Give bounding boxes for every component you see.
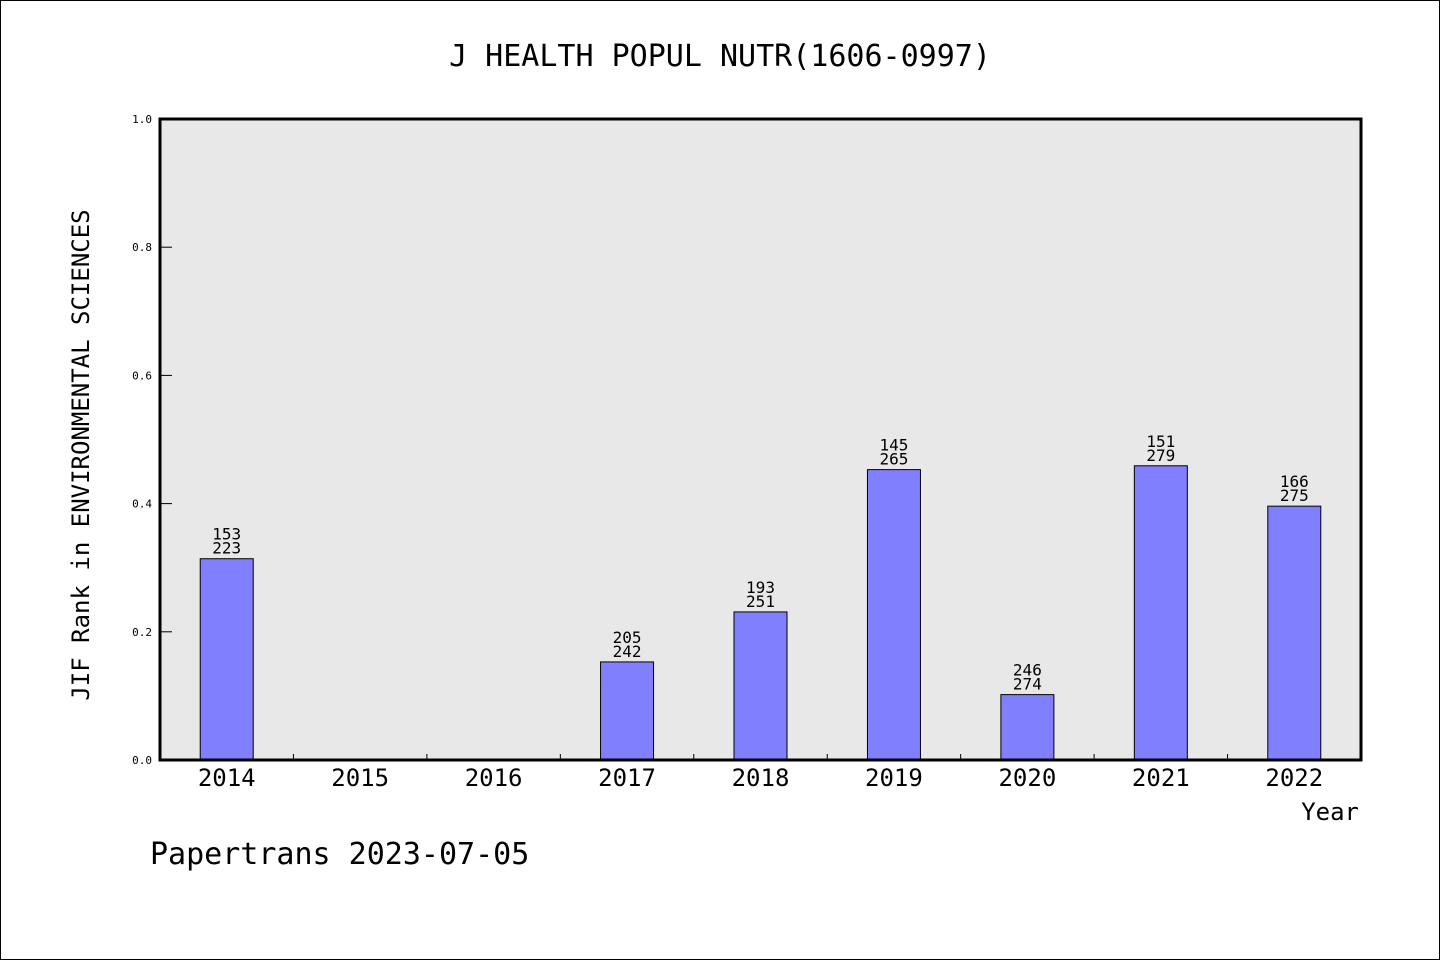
x-tick-label: 2020 bbox=[998, 764, 1056, 792]
x-tick-label: 2014 bbox=[198, 764, 256, 792]
data-label-total: 265 bbox=[879, 450, 908, 469]
y-axis-label: JIF Rank in ENVIRONMENTAL SCIENCES bbox=[67, 209, 95, 700]
x-tick-label: 2021 bbox=[1132, 764, 1190, 792]
data-label-total: 223 bbox=[212, 539, 241, 558]
x-tick-label: 2015 bbox=[331, 764, 389, 792]
bar-2018 bbox=[733, 611, 788, 761]
y-tick-label: 0.0 bbox=[132, 754, 152, 767]
y-tick-label: 0.6 bbox=[132, 369, 152, 382]
chart-title: J HEALTH POPUL NUTR(1606-0997) bbox=[449, 39, 991, 74]
x-tick-label: 2018 bbox=[732, 764, 790, 792]
data-label-rank: 145 bbox=[879, 436, 908, 455]
plot-border bbox=[158, 117, 1363, 762]
bars-layer bbox=[199, 465, 1322, 761]
data-label-total: 275 bbox=[1280, 486, 1309, 505]
bar-2019 bbox=[866, 469, 921, 761]
data-label-rank: 153 bbox=[212, 525, 241, 544]
bar-2014 bbox=[199, 558, 254, 761]
y-tick-label: 0.8 bbox=[132, 241, 152, 254]
x-tick-label: 2019 bbox=[865, 764, 923, 792]
x-tick-label: 2022 bbox=[1265, 764, 1323, 792]
data-label-total: 242 bbox=[613, 642, 642, 661]
bar-2022 bbox=[1267, 505, 1322, 761]
bar-2017 bbox=[600, 661, 655, 761]
bar-2021 bbox=[1133, 465, 1188, 761]
data-label-rank: 205 bbox=[613, 628, 642, 647]
data-label-rank: 246 bbox=[1013, 661, 1042, 680]
x-tick-label: 2016 bbox=[465, 764, 523, 792]
data-label-total: 251 bbox=[746, 592, 775, 611]
data-label-rank: 193 bbox=[746, 578, 775, 597]
x-axis-label: Year bbox=[1301, 798, 1359, 826]
x-tick-label: 2017 bbox=[598, 764, 656, 792]
bar-2020 bbox=[1000, 694, 1055, 761]
y-tick-label: 1.0 bbox=[132, 113, 152, 126]
data-label-rank: 151 bbox=[1146, 432, 1175, 451]
footer-stamp: Papertrans 2023-07-05 bbox=[150, 837, 529, 872]
data-label-total: 274 bbox=[1013, 675, 1042, 694]
data-label-total: 279 bbox=[1146, 446, 1175, 465]
y-tick-label: 0.4 bbox=[132, 498, 152, 511]
y-tick-label: 0.2 bbox=[132, 626, 152, 639]
data-label-rank: 166 bbox=[1280, 472, 1309, 491]
x-axis: 2014 2015 2016 2017 2018 2019 2020 2021 2022 bbox=[198, 754, 1323, 792]
